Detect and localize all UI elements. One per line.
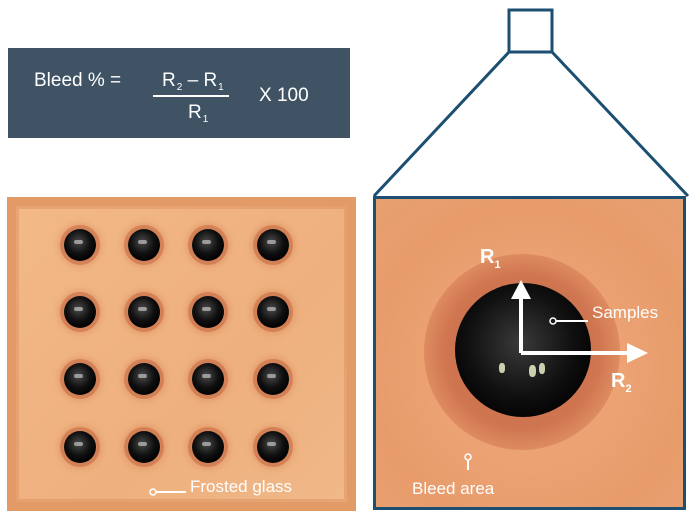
bleed-pointer-dot: [464, 453, 472, 461]
sample-dot: [192, 229, 224, 261]
formula-denominator: R1: [188, 103, 208, 125]
formula-lhs: Bleed % =: [34, 70, 122, 91]
denominator-r1-subscript: 1: [202, 114, 209, 125]
sample-dot: [64, 363, 96, 395]
sample-dot: [64, 296, 96, 328]
numerator-r1: R: [203, 70, 218, 91]
frosted-glass-photo: [7, 197, 356, 511]
radius-arrows: [464, 280, 648, 470]
sample-dot: [192, 363, 224, 395]
sample-dot: [128, 229, 160, 261]
r2-letter: R: [611, 370, 626, 392]
sample-dot: [257, 229, 289, 261]
numerator-minus: –: [187, 70, 199, 91]
zoom-trapezoid: [372, 50, 690, 198]
sample-dot: [192, 431, 224, 463]
glint: [529, 365, 536, 377]
bleed-area-label: Bleed area: [412, 479, 495, 498]
r1-label: R1: [480, 247, 501, 271]
glint: [499, 363, 505, 373]
r1-arrow-head: [511, 280, 531, 299]
sample-dot: [257, 431, 289, 463]
magnified-sample-photo: R1 R2 Samples Bleed area: [373, 196, 686, 510]
formula-numerator: R2 – R1: [162, 71, 224, 93]
sample-dot: [64, 229, 96, 261]
samples-pointer-dot: [549, 317, 557, 325]
numerator-r2: R: [162, 70, 176, 91]
r2-label: R2: [611, 371, 632, 395]
zoom-source-square: [507, 8, 554, 54]
sample-dot: [257, 296, 289, 328]
sample-dot: [128, 431, 160, 463]
numerator-r2-subscript: 2: [176, 82, 183, 93]
sample-dot: [192, 296, 224, 328]
formula-box: Bleed % = R2 – R1 X 100 R1: [8, 48, 350, 138]
denominator-r1: R: [188, 102, 202, 123]
formula-multiplier: X 100: [259, 85, 309, 106]
r2-subscript: 2: [625, 383, 632, 395]
frosted-glass-label: Frosted glass: [190, 477, 293, 496]
r2-arrow-head: [627, 343, 648, 363]
sample-dot: [128, 363, 160, 395]
sample-dot: [257, 363, 289, 395]
numerator-r1-subscript: 1: [218, 82, 224, 93]
glint: [539, 363, 545, 374]
fraction-line: [153, 95, 229, 97]
r1-letter: R: [480, 246, 495, 268]
sample-dot: [128, 296, 160, 328]
sample-dot: [64, 431, 96, 463]
r1-subscript: 1: [494, 259, 501, 271]
samples-label: Samples: [592, 303, 659, 322]
